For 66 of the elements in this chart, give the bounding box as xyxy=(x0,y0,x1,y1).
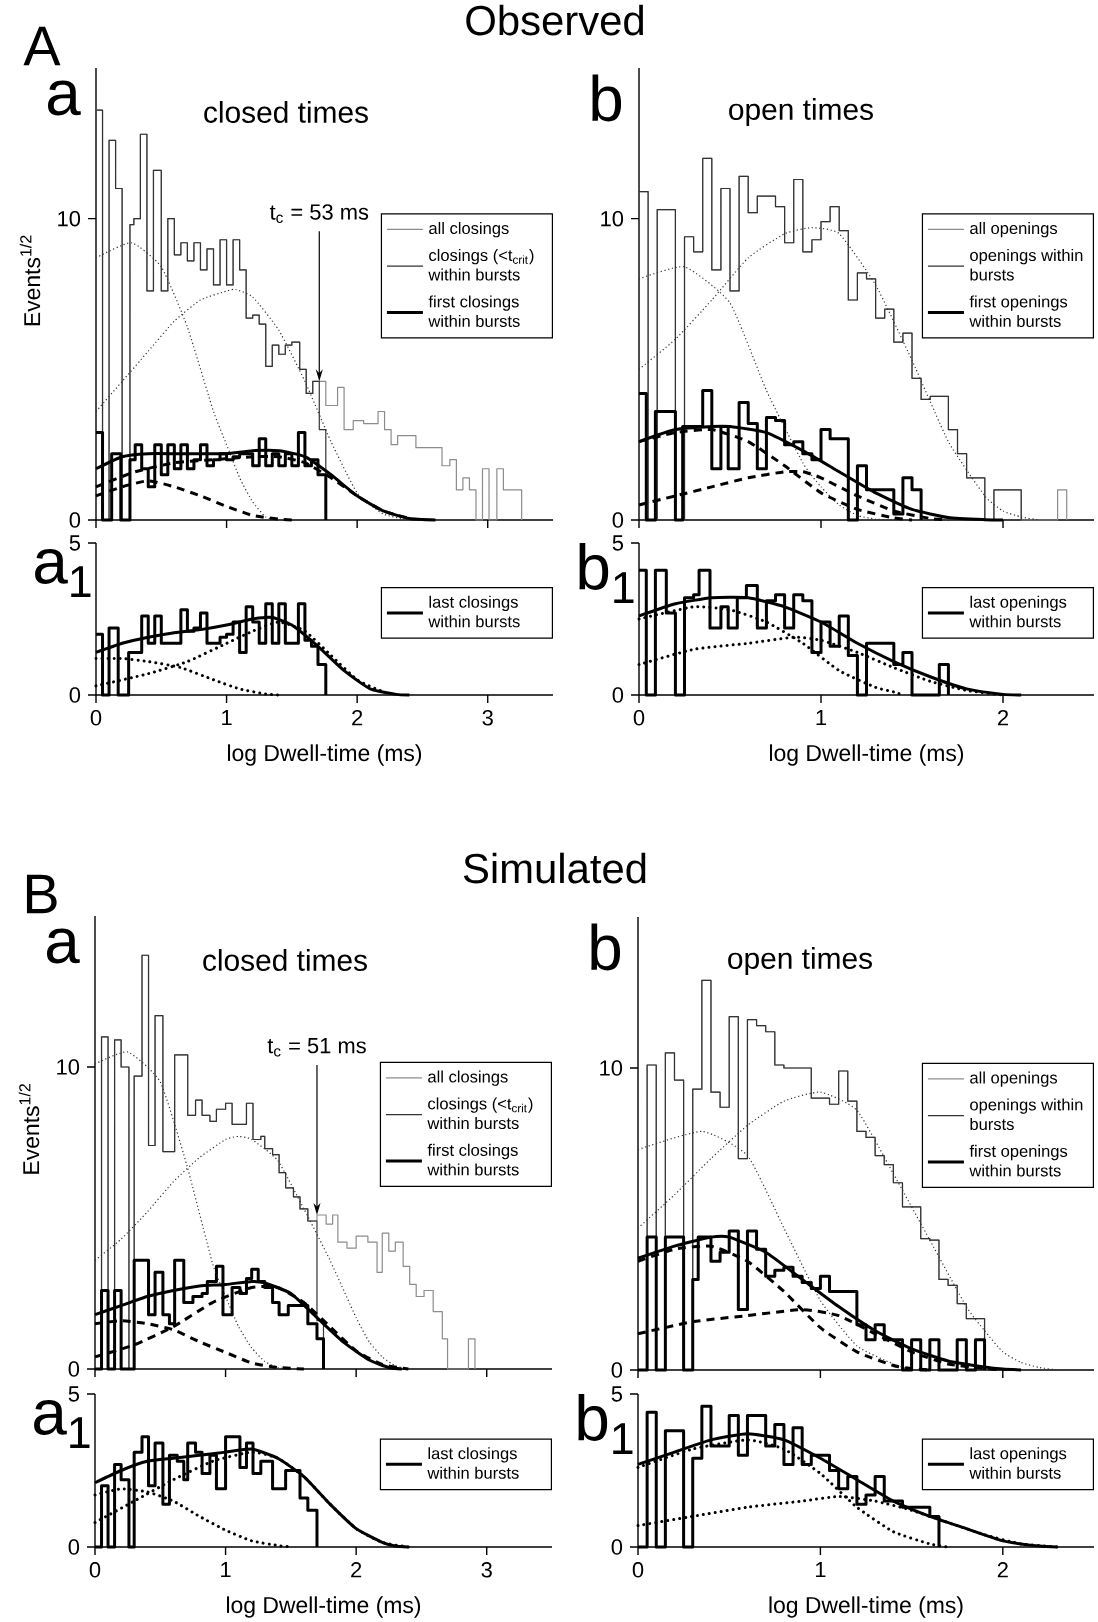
legend-label: last closings within bursts xyxy=(427,1447,519,1479)
y-tick-label: 5 xyxy=(68,1386,80,1402)
y-tick-label: 10 xyxy=(57,1059,80,1075)
text: closed times xyxy=(203,949,367,971)
x-axis-title: log Dwell-time (ms) xyxy=(227,1596,421,1618)
text: a xyxy=(47,80,81,116)
x-tick-label: 2 xyxy=(351,1562,362,1578)
x-axis-title: log Dwell-time (ms) xyxy=(770,744,964,766)
legend-label: all openings xyxy=(970,221,1058,238)
y-axis-title: Events$^{1/2}$ xyxy=(18,1084,40,1174)
x-tick-label: 1 xyxy=(815,1562,826,1578)
legend-label: openings within bursts xyxy=(970,248,1083,281)
y-tick-label: 0 xyxy=(611,1362,623,1378)
y-tick-label: 5 xyxy=(612,535,624,551)
y-tick-label: 5 xyxy=(69,535,81,551)
x-tick-label: 1 xyxy=(221,1562,231,1578)
y-tick-label: 0 xyxy=(612,687,624,703)
text: closed times xyxy=(204,100,368,123)
y-tick-label: 0 xyxy=(68,1361,80,1377)
x-tick-label: 1 xyxy=(222,710,232,726)
legend-label: last openings within bursts xyxy=(969,1447,1067,1479)
annotation: t$_{c}$ = 51 ms xyxy=(267,1038,366,1057)
x-tick-label: 0 xyxy=(633,710,645,726)
x-tick-label: 3 xyxy=(482,710,493,726)
text: b xyxy=(591,923,621,971)
text: A xyxy=(23,26,61,66)
chart-title: Simulated xyxy=(463,852,646,884)
y-tick-label: 10 xyxy=(600,1060,623,1076)
legend-label: first openings within bursts xyxy=(969,1144,1068,1177)
y-axis-title: Events$^{1/2}$ xyxy=(19,235,41,326)
y-tick-label: 10 xyxy=(58,210,81,227)
chart-title: Observed xyxy=(466,4,643,36)
x-tick-label: 2 xyxy=(352,710,363,726)
x-tick-label: 0 xyxy=(632,1562,644,1578)
x-tick-label: 2 xyxy=(998,710,1009,726)
legend-label: first closings within bursts xyxy=(428,295,520,328)
x-tick-label: 3 xyxy=(481,1562,492,1578)
x-axis-title: log Dwell-time (ms) xyxy=(228,744,422,766)
y-tick-label: 10 xyxy=(601,210,624,227)
text: open times xyxy=(729,98,873,126)
text: open times xyxy=(728,947,872,975)
legend-label: openings within bursts xyxy=(970,1098,1083,1131)
legend-label: last closings within bursts xyxy=(428,595,520,628)
x-tick-label: 0 xyxy=(90,710,102,726)
y-tick-label: 0 xyxy=(612,512,624,528)
legend-label: closings (<t$_{crit}$) within bursts xyxy=(428,248,534,281)
text: b xyxy=(592,74,622,122)
legend-label: all closings xyxy=(429,221,509,238)
legend-label: all openings xyxy=(970,1071,1058,1087)
text: a xyxy=(46,928,80,964)
y-tick-label: 5 xyxy=(611,1386,623,1402)
y-tick-label: 0 xyxy=(611,1539,623,1555)
y-tick-label: 0 xyxy=(69,687,81,703)
legend-label: first openings within bursts xyxy=(969,295,1068,328)
y-tick-label: 0 xyxy=(68,1539,80,1555)
y-tick-label: 0 xyxy=(69,512,81,528)
x-axis-title: log Dwell-time (ms) xyxy=(769,1596,963,1618)
x-tick-label: 0 xyxy=(89,1562,101,1578)
legend-label: last openings within bursts xyxy=(969,595,1067,628)
legend-label: closings (<t$_{crit}$) within bursts xyxy=(427,1097,533,1130)
x-tick-label: 2 xyxy=(997,1562,1008,1578)
legend-label: first closings within bursts xyxy=(427,1143,519,1176)
text: B xyxy=(26,874,57,914)
annotation: t$_{c}$ = 53 ms xyxy=(269,204,369,223)
x-tick-label: 1 xyxy=(816,710,827,726)
legend-label: all closings xyxy=(428,1070,508,1086)
